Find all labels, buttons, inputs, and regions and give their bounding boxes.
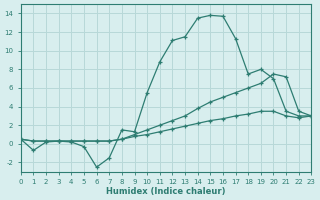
X-axis label: Humidex (Indice chaleur): Humidex (Indice chaleur) xyxy=(106,187,226,196)
